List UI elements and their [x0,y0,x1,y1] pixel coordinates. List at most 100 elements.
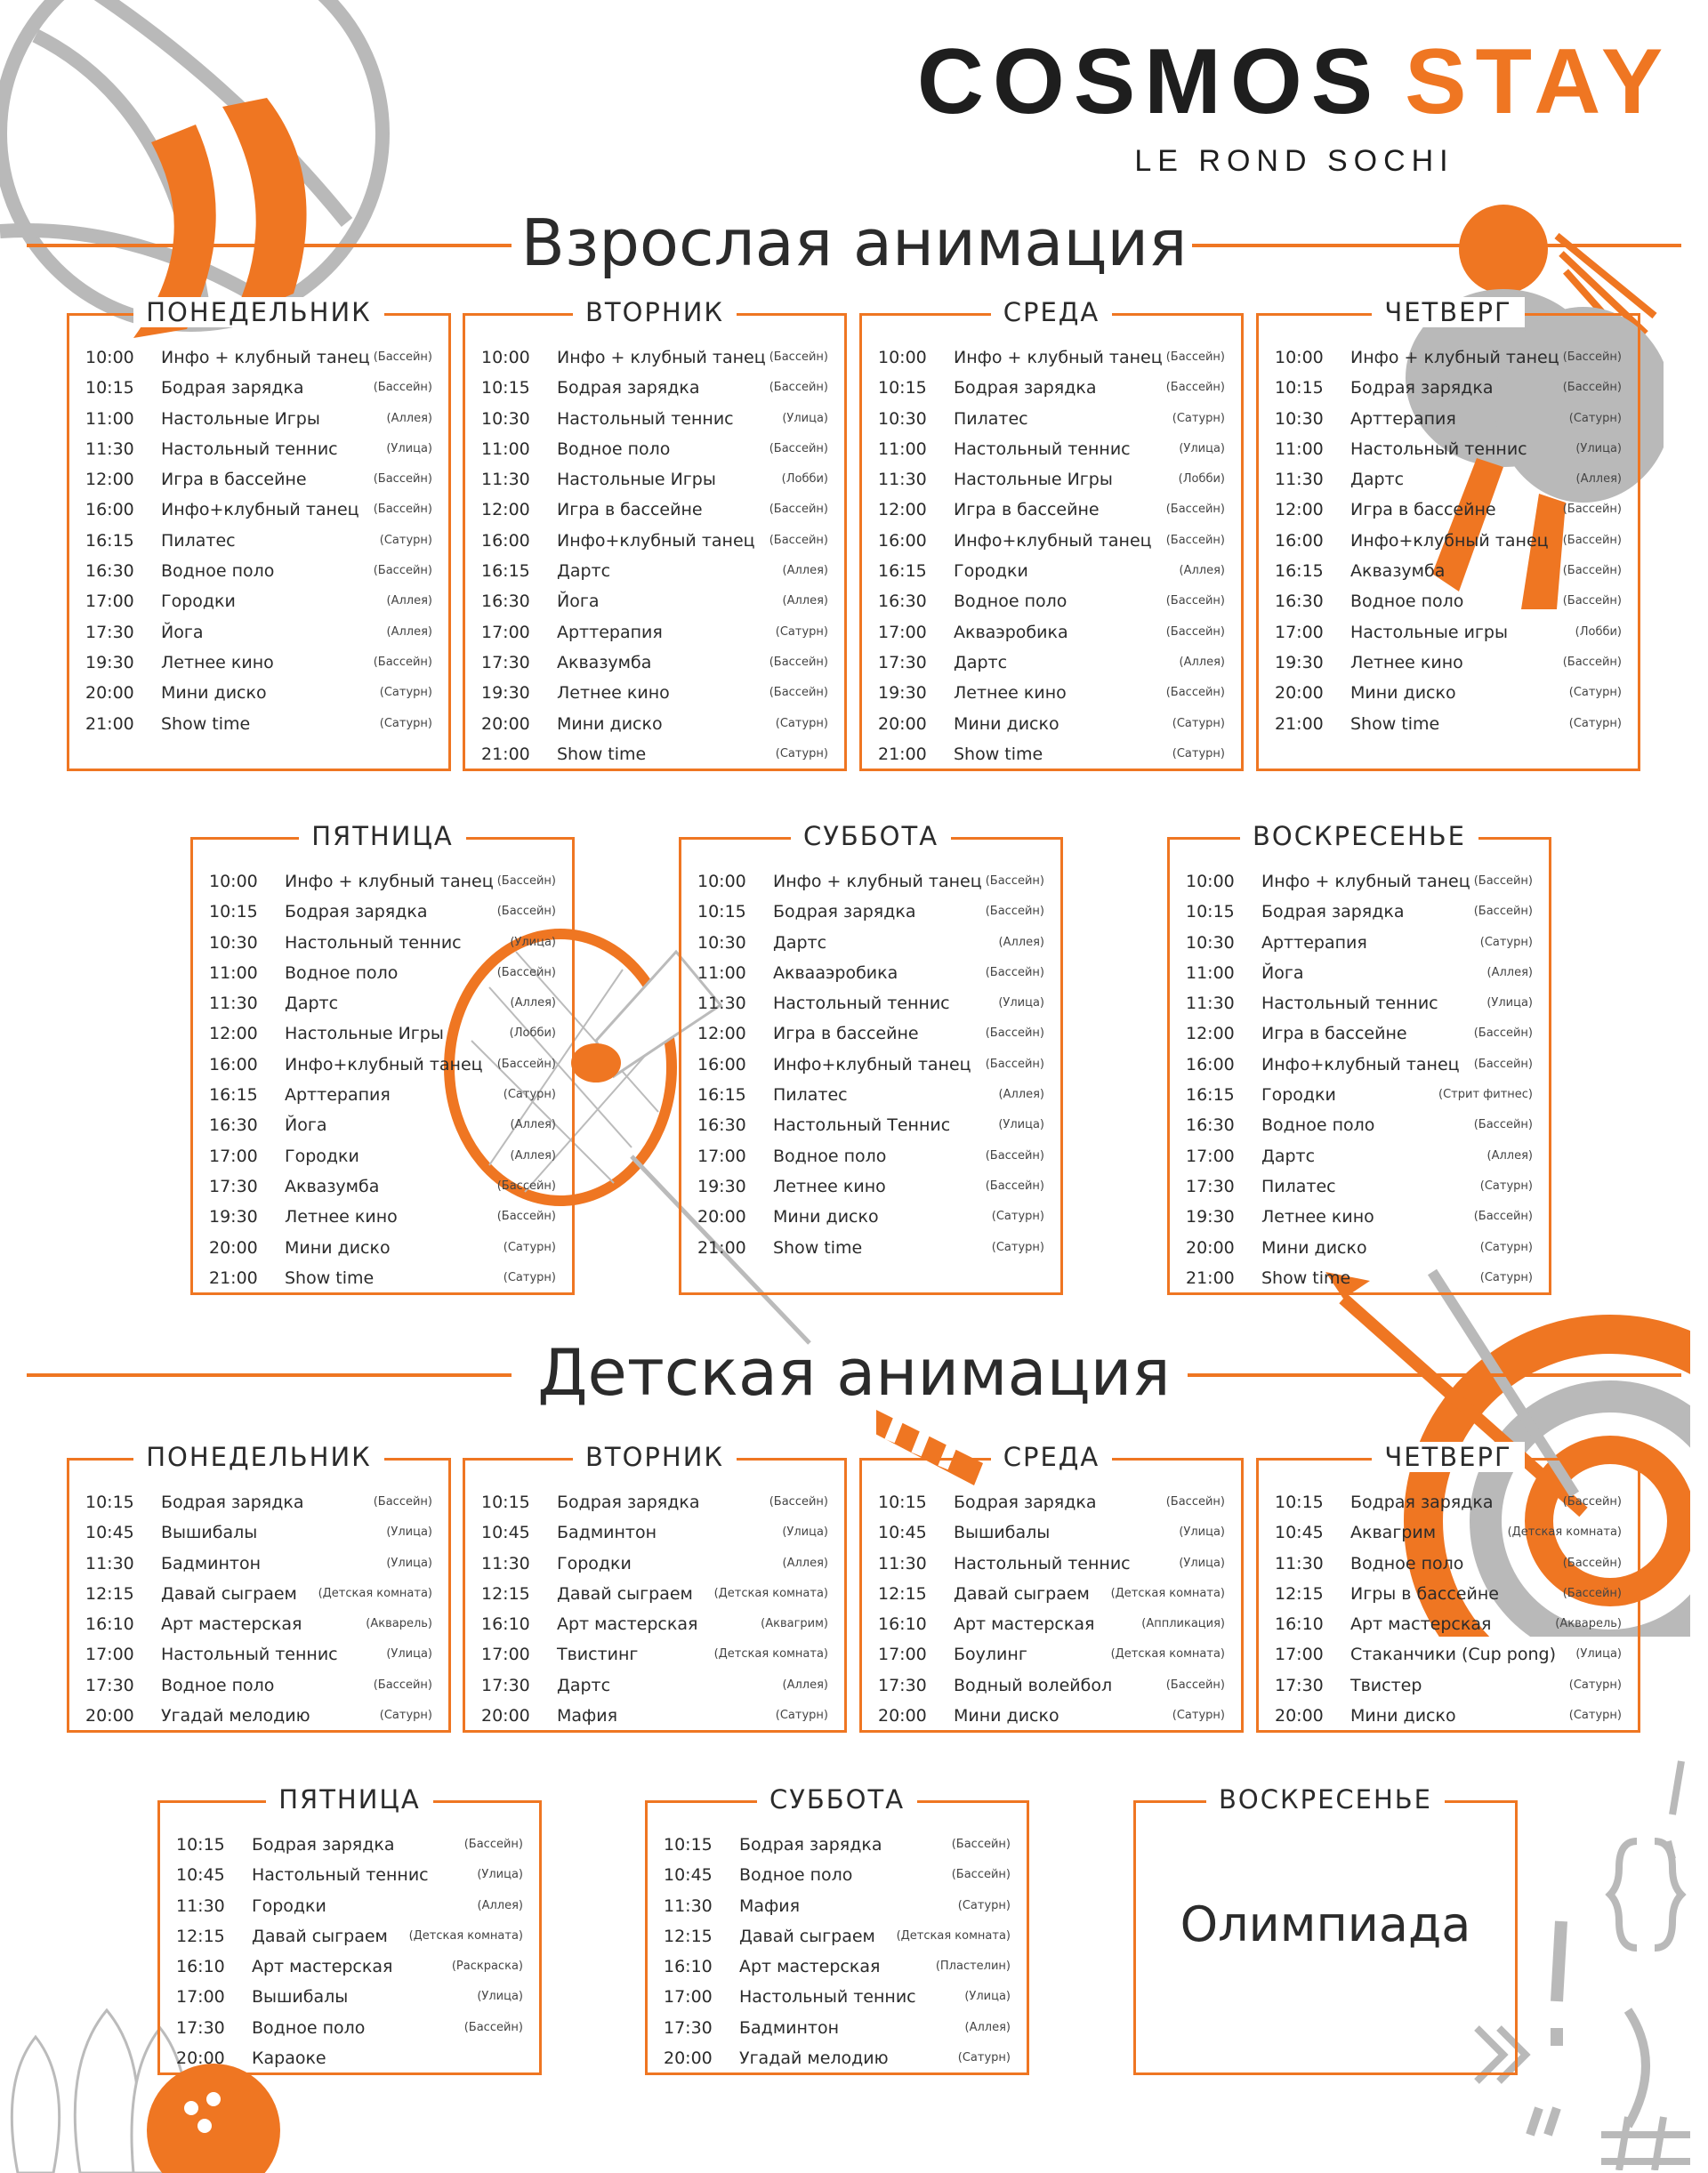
event-place: (Бассейн) [985,905,1044,919]
event-place: (Сатурн) [1568,411,1622,425]
event-place: (Бассейн) [951,1868,1011,1882]
event-place: (Бассейн) [985,1057,1044,1071]
event-time: 16:15 [481,561,530,582]
event-time: 10:15 [481,378,530,398]
event-time: 20:00 [1275,1706,1324,1726]
event-time: 21:00 [1186,1268,1235,1288]
event-time: 17:30 [209,1176,258,1196]
event-time: 10:15 [85,1493,134,1512]
event-place: (Сатурн) [379,1709,432,1723]
schedule-row: 20:00 Мини диско (Сатурн) [862,709,1241,739]
event-activity: Show time [285,1268,375,1288]
schedule-row: 21:00 Show time (Сатурн) [193,1263,572,1293]
event-time: 16:00 [697,1054,746,1074]
event-time: 10:15 [878,378,927,398]
schedule-row: 16:30 Настольный Теннис (Улица) [681,1110,1060,1140]
event-activity: Угадай мелодию [739,2048,889,2069]
event-place: (Бассейн) [373,564,432,578]
event-time: 10:30 [1186,932,1235,953]
event-time: 17:30 [878,1675,927,1695]
schedule-list: 10:15 Бодрая зарядка (Бассейн) 10:45 Аквагри… [1259,1487,1638,1731]
event-time: 17:00 [878,1645,927,1665]
adult-day-card: СРЕДА 10:00 Инфо + клубный танец (Бассейн) 1… [859,297,1244,771]
schedule-row: 16:15 Пилатес (Аллея) [681,1080,1060,1110]
schedule-row: 10:15 Бодрая зарядка (Бассейн) [465,1487,844,1517]
schedule-row: 10:30 Пилатес (Сатурн) [862,404,1241,434]
event-activity: Городки [954,561,1028,582]
day-name: СУББОТА [756,1784,918,1815]
event-time: 10:30 [697,932,746,953]
event-time: 11:30 [176,1895,225,1916]
schedule-row: 20:00 Мини диско (Сатурн) [1259,678,1638,708]
event-activity: Игра в бассейне [161,470,307,490]
event-time: 10:15 [209,902,258,922]
event-place: (Сатурн) [775,746,828,761]
event-activity: Инфо + клубный танец [773,872,982,891]
event-place: (Стрит фитнес) [1438,1088,1533,1102]
event-activity: Дартс [1350,470,1405,490]
event-place: (Детская комната) [1110,1647,1225,1662]
event-activity: Настольные Игры [557,470,716,490]
schedule-row: 11:00 Аквааэробика (Бассейн) [681,958,1060,988]
schedule-row: 19:30 Летнее кино (Бассейн) [862,678,1241,708]
event-place: (Аллея) [964,2020,1011,2034]
schedule-row: 11:30 Настольный теннис (Улица) [69,434,448,464]
event-place: (Детская комната) [713,1647,828,1662]
event-time: 17:30 [664,2017,713,2038]
event-activity: Настольные Игры [161,408,320,429]
event-place: (Сатурн) [991,1210,1044,1224]
event-time: 17:00 [209,1146,258,1166]
event-place: (Сатурн) [1172,716,1225,730]
schedule-row: 11:00 Водное поло (Бассейн) [465,434,844,464]
event-place: (Бассейн) [1165,533,1225,547]
event-activity: Бадминтон [557,1523,657,1543]
event-place: (Бассейн) [985,874,1044,888]
schedule-row: 10:15 Бодрая зарядка (Бассейн) [193,897,572,927]
event-place: (Сатурн) [775,1709,828,1723]
event-activity: Бодрая зарядка [954,378,1097,398]
event-place: (Бассейн) [1165,624,1225,639]
schedule-list: 10:15 Бодрая зарядка (Бассейн) 10:45 Настоль… [160,1830,539,2073]
event-time: 11:30 [664,1895,713,1916]
schedule-row: 17:00 Настольный теннис (Улица) [69,1639,448,1670]
event-time: 16:00 [1275,530,1324,551]
event-time: 17:00 [85,592,134,612]
event-activity: Бадминтон [739,2017,840,2038]
event-place: (Улица) [1486,996,1533,1010]
event-activity: Настольные Игры [954,470,1113,490]
event-place: (Раскраска) [451,1960,523,1974]
event-place: (Детская комната) [713,1586,828,1600]
schedule-row: 12:00 Игра в бассейне (Бассейн) [1170,1018,1549,1049]
event-time: 12:15 [481,1583,530,1604]
schedule-row: 12:00 Игра в бассейне (Бассейн) [681,1018,1060,1049]
schedule-row: 12:15 Давай сыграем (Детская комната) [465,1579,844,1609]
event-place: (Бассейн) [373,350,432,364]
event-place: (Бассейн) [1473,1118,1533,1132]
schedule-row: 19:30 Летнее кино (Бассейн) [1259,648,1638,678]
event-activity: Арттерапия [285,1085,391,1106]
schedule-row: 16:00 Инфо+клубный танец (Бассейн) [69,495,448,525]
event-time: 10:30 [1275,408,1324,429]
event-time: 20:00 [878,713,927,734]
event-time: 16:00 [1186,1054,1235,1074]
schedule-row: 20:00 Караоке [160,2043,539,2073]
event-place: (Бассейн) [769,655,828,669]
event-activity: Игра в бассейне [557,500,703,520]
event-place: (Аллея) [1179,564,1225,578]
event-activity: Арт мастерская [557,1614,698,1635]
schedule-row: 21:00 Show time (Сатурн) [1170,1263,1549,1293]
event-place: (Сатурн) [1172,746,1225,761]
event-place: (Улица) [782,411,828,425]
event-time: 20:00 [176,2048,225,2069]
event-place: (Улица) [477,1868,523,1882]
schedule-row: 17:30 Аквазумба (Бассейн) [193,1171,572,1202]
event-time: 20:00 [697,1207,746,1227]
event-place: (Бассейн) [496,965,556,979]
schedule-row: 10:45 Вышибалы (Улица) [862,1517,1241,1548]
schedule-row: 20:00 Угадай мелодию (Сатурн) [648,2043,1027,2073]
kids-day-card: ЧЕТВЕРГ 10:15 Бодрая зарядка (Бассейн) 10:45… [1256,1442,1640,1733]
event-place: (Аллея) [1486,965,1533,979]
event-activity: Водный волейбол [954,1675,1113,1695]
event-activity: Мафия [739,1895,801,1916]
event-time: 11:30 [85,439,134,459]
